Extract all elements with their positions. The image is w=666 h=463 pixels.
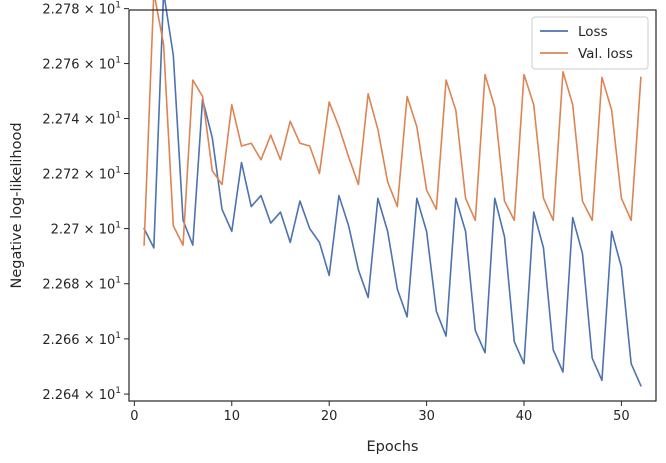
- legend-label-0: Loss: [578, 24, 608, 40]
- x-tick-label: 0: [130, 409, 138, 424]
- series-layer: [143, 0, 642, 387]
- series-line-1: [143, 0, 642, 246]
- y-tick-label: 2.27 × 101: [51, 221, 121, 238]
- series-line-0: [143, 0, 642, 387]
- plot-area: [129, 10, 656, 401]
- y-tick-label: 2.272 × 101: [42, 166, 121, 183]
- y-tick-label: 2.278 × 101: [42, 1, 121, 18]
- x-tick-label: 10: [223, 409, 240, 424]
- y-tick-label: 2.276 × 101: [42, 56, 121, 73]
- y-tick-label: 2.266 × 101: [42, 331, 121, 348]
- y-tick-label: 2.274 × 101: [42, 111, 121, 128]
- y-axis-label: Negative log-likelihood: [9, 122, 25, 288]
- y-tick-label: 2.268 × 101: [42, 276, 121, 293]
- x-tick-label: 40: [516, 409, 533, 424]
- x-axis-label: Epochs: [367, 439, 419, 455]
- y-axis-ticks: 2.264 × 101 2.266 × 101 2.268 × 101 2.27 × …: [42, 1, 129, 403]
- y-tick-label: 2.264 × 101: [42, 386, 121, 403]
- x-tick-label: 30: [418, 409, 435, 424]
- x-axis-ticks: 0 10 20 30 40 50: [130, 401, 630, 424]
- legend-box: [531, 16, 649, 70]
- plot-frame: [128, 9, 657, 402]
- legend: Loss Val. loss: [531, 16, 649, 70]
- x-tick-label: 20: [321, 409, 338, 424]
- x-tick-label: 50: [613, 409, 630, 424]
- legend-label-1: Val. loss: [578, 46, 633, 62]
